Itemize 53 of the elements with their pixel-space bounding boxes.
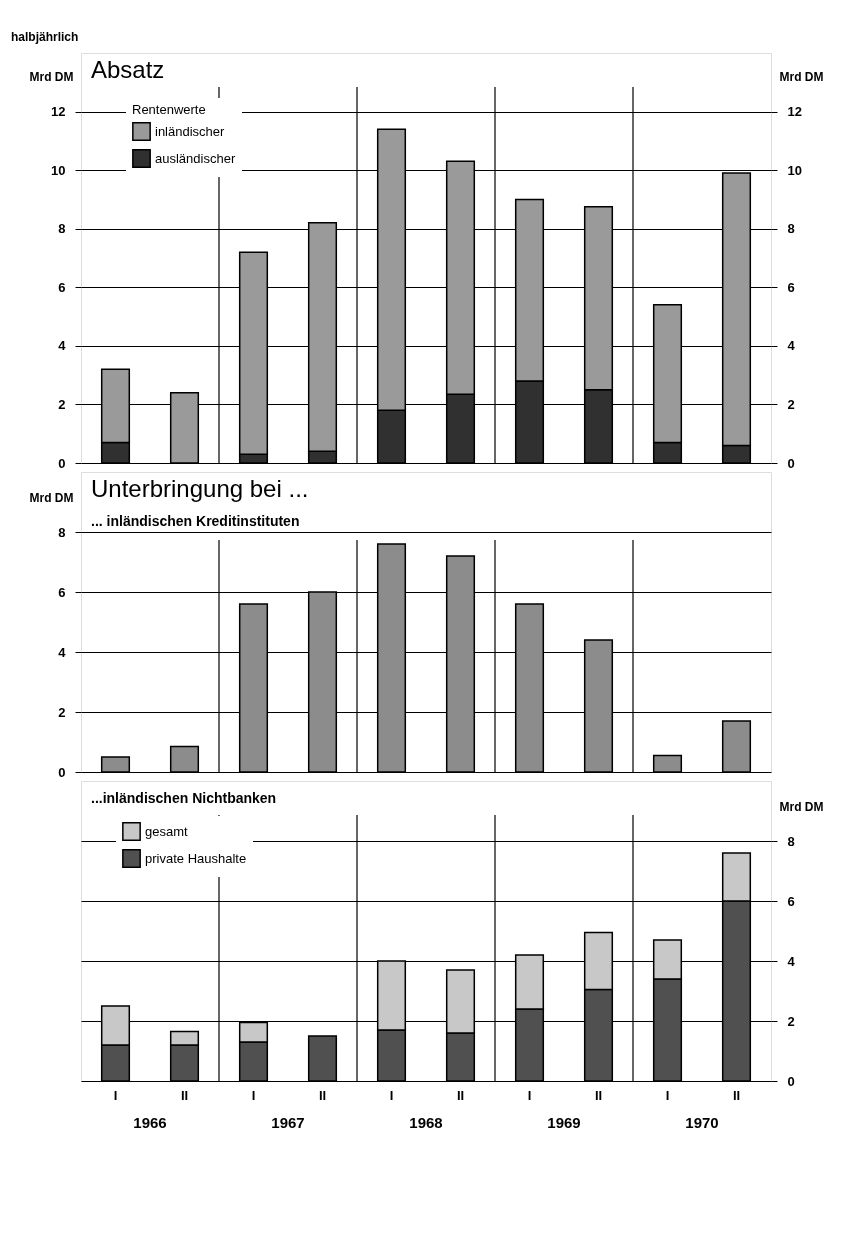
- y-tick-label: 2: [58, 704, 66, 720]
- y2-tick-label: 12: [787, 104, 802, 120]
- text: ...inländischen Nichtbanken: [91, 790, 277, 806]
- y2-tick-label: 4: [787, 338, 796, 354]
- chart-title: Unterbringung bei ...: [91, 475, 309, 502]
- legend-label: gesamt: [145, 823, 189, 839]
- x-tick-label: I: [113, 1087, 118, 1103]
- y2-tick-label: 6: [787, 279, 795, 295]
- text: 1970: [685, 1114, 719, 1131]
- x-tick-label: II: [594, 1087, 603, 1103]
- y2-tick-label: 6: [787, 893, 795, 909]
- y2-tick-label: 2: [787, 1013, 795, 1029]
- y2-tick-label: 0: [787, 1073, 795, 1089]
- x-tick-label: II: [456, 1087, 465, 1103]
- y-axis-title: Mrd DM: [29, 490, 74, 505]
- y-tick-label: 12: [51, 104, 66, 120]
- chart-title: Absatz: [91, 56, 165, 83]
- y2-tick-label: 2: [787, 396, 795, 412]
- y-axis-title: Mrd DM: [29, 70, 74, 85]
- x-tick-label: I: [251, 1087, 256, 1103]
- y-tick-label: 10: [51, 162, 66, 178]
- y-tick-label: 0: [58, 455, 66, 471]
- x-tick-label: II: [318, 1087, 327, 1103]
- text: 1968: [409, 1114, 443, 1131]
- x-tick-label: I: [389, 1087, 394, 1103]
- y2-tick-label: 4: [787, 953, 796, 969]
- legend-title: Rentenwerte: [132, 102, 206, 117]
- y2-axis-title: Mrd DM: [779, 799, 824, 814]
- legend-label: ausländischer: [155, 150, 236, 166]
- y2-tick-label: 10: [787, 162, 802, 178]
- y2-tick-label: 8: [787, 833, 795, 849]
- text: 1967: [271, 1114, 305, 1131]
- y-tick-label: 2: [58, 396, 66, 412]
- legend-label: inländischer: [155, 123, 226, 139]
- y-tick-label: 0: [58, 764, 66, 780]
- text: halbjährlich: [11, 30, 79, 44]
- y2-axis-title: Mrd DM: [779, 70, 824, 85]
- x-tick-label: I: [527, 1087, 532, 1103]
- y-tick-label: 6: [58, 279, 66, 295]
- y-tick-label: 4: [58, 644, 67, 660]
- y2-tick-label: 0: [787, 455, 795, 471]
- y-tick-label: 8: [58, 221, 66, 237]
- y-tick-label: 6: [58, 584, 66, 600]
- y2-tick-label: 8: [787, 221, 795, 237]
- text: ... inländischen Kreditinstituten: [91, 513, 300, 529]
- x-tick-label: II: [732, 1087, 741, 1103]
- x-tick-label: II: [180, 1087, 189, 1103]
- legend-label: private Haushalte: [145, 850, 247, 866]
- x-tick-label: I: [665, 1087, 670, 1103]
- text: 1966: [133, 1114, 167, 1131]
- y-tick-label: 8: [58, 524, 66, 540]
- text: 1969: [547, 1114, 581, 1131]
- y-tick-label: 4: [58, 338, 67, 354]
